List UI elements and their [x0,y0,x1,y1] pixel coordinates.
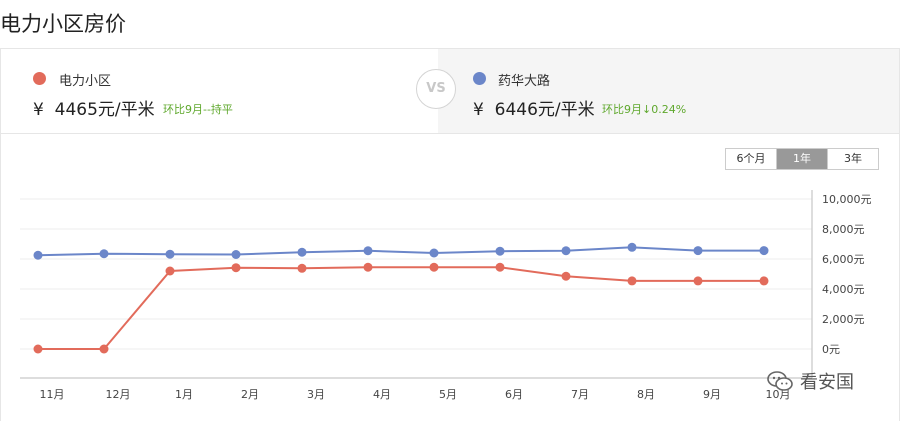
x-tick-label: 12月 [106,388,131,401]
data-point [693,276,703,286]
data-point [429,248,439,258]
right-change: 环比9月↓0.24% [602,103,687,116]
data-point [363,246,373,256]
left-series-dot [33,72,46,85]
data-point [759,276,769,286]
data-point [495,262,505,272]
x-tick-label: 1月 [175,388,193,401]
data-point [165,249,175,259]
x-tick-label: 4月 [373,388,391,401]
range-tab-1-year[interactable]: 1年 [776,149,827,169]
watermark-text: 看安国 [800,372,854,393]
data-point [231,263,241,273]
page-title: 电力小区房价 [0,12,126,36]
y-tick-label: 8,000元 [822,223,865,236]
y-tick-label: 0元 [822,343,840,356]
right-series-dot [473,72,486,85]
comparison-panel: 电力小区 ¥ 4465元/平米 环比9月--持平 药华大路 ¥ 6446元/平米… [0,48,900,134]
data-point [297,247,307,257]
right-community-name: 药华大路 [498,74,551,89]
left-change: 环比9月--持平 [163,103,233,116]
left-price-value: 4465元/平米 [54,100,155,120]
data-point [297,263,307,273]
data-point [495,246,505,256]
data-point [99,249,109,259]
data-point [759,246,769,256]
y-tick-label: 10,000元 [822,193,872,206]
data-point [693,246,703,256]
x-tick-label: 2月 [241,388,259,401]
right-currency: ¥ [473,100,484,120]
x-tick-label: 9月 [703,388,721,401]
data-point [561,271,571,281]
range-tab-6-months[interactable]: 6个月 [726,149,776,169]
left-currency: ¥ [33,100,44,120]
left-community-name: 电力小区 [59,74,112,89]
y-tick-label: 2,000元 [822,313,865,326]
data-point [561,246,571,256]
x-tick-label: 5月 [439,388,457,401]
x-tick-label: 11月 [40,388,65,401]
right-price-value: 6446元/平米 [494,100,595,120]
vs-badge: VS [416,69,456,109]
data-point [363,262,373,272]
data-point [33,344,43,354]
data-point [231,250,241,259]
series-line-1 [38,266,764,350]
left-price: ¥ 4465元/平米 [33,95,155,120]
wechat-icon [767,371,793,391]
data-point [33,250,43,260]
range-tabs: 6个月 1年 3年 [725,148,879,170]
series-line-0 [37,246,764,257]
x-tick-label: 7月 [571,388,589,401]
community-right: 药华大路 ¥ 6446元/平米 环比9月↓0.24% [438,49,899,133]
data-point [99,344,109,354]
chart-container [0,134,900,421]
community-left: 电力小区 ¥ 4465元/平米 环比9月--持平 [1,49,438,133]
x-tick-label: 3月 [307,388,325,401]
x-tick-label: 6月 [505,388,523,401]
range-tab-3-years[interactable]: 3年 [827,149,878,169]
data-point [429,262,439,272]
watermark: 看安国 [766,368,854,394]
data-point [165,266,175,276]
right-price: ¥ 6446元/平米 [473,95,595,120]
y-tick-label: 4,000元 [822,283,865,296]
x-tick-label: 10月 [766,388,791,401]
y-tick-label: 6,000元 [822,253,865,266]
x-tick-label: 8月 [637,388,655,401]
data-point [627,242,637,252]
data-point [627,276,637,286]
